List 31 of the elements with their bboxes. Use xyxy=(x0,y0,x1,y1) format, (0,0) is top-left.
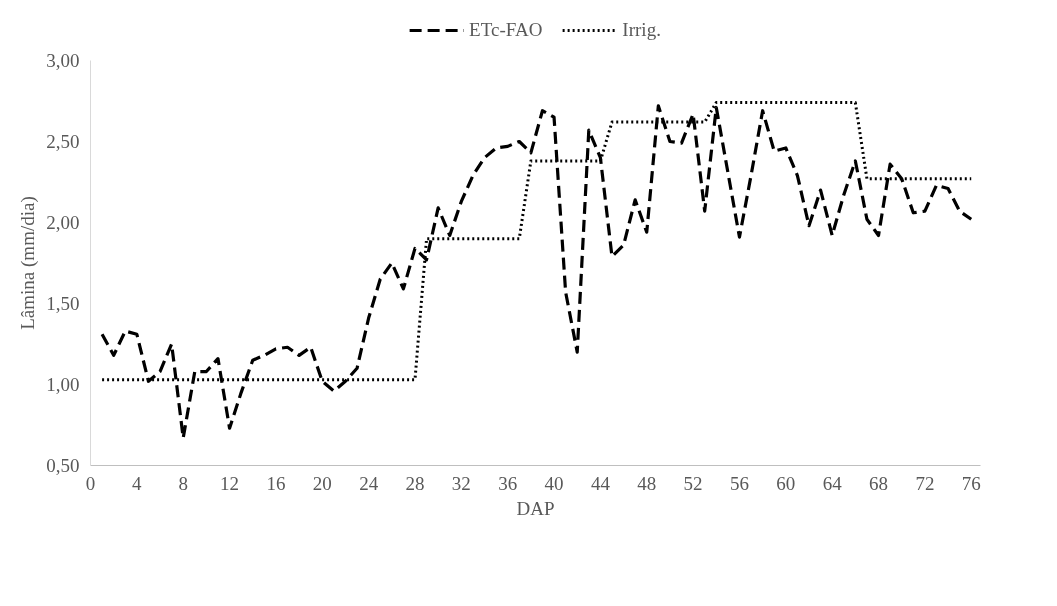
y-tick-label: 1,50 xyxy=(46,293,80,314)
x-tick-label: 24 xyxy=(359,472,379,494)
line-series xyxy=(100,104,973,440)
x-tick-label: 28 xyxy=(405,472,425,494)
x-tick-label: 44 xyxy=(590,472,611,494)
y-axis-title: Lâmina (mm/dia) xyxy=(17,196,40,330)
legend-label: ETc-FAO xyxy=(469,19,543,41)
x-tick-label: 68 xyxy=(869,472,889,494)
x-tick-label: 8 xyxy=(178,472,188,494)
y-tick-label: 2,50 xyxy=(46,131,80,152)
y-tick-label: 2,00 xyxy=(46,212,80,233)
x-tick-label: 60 xyxy=(776,472,796,494)
x-tick-label: 16 xyxy=(266,472,286,494)
x-tick-label: 56 xyxy=(729,472,749,494)
x-tick-label: 76 xyxy=(961,472,981,494)
y-tick-label: 1,00 xyxy=(46,374,80,395)
x-tick-label: 20 xyxy=(312,472,332,494)
x-tick-label: 4 xyxy=(132,472,143,494)
x-tick-label: 36 xyxy=(498,472,518,494)
x-axis-title: DAP xyxy=(516,497,555,519)
x-tick-label: 0 xyxy=(85,472,96,494)
x-tick-label: 64 xyxy=(822,472,843,494)
x-tick-label: 32 xyxy=(451,472,471,494)
x-tick-label: 72 xyxy=(915,472,935,494)
x-tick-label: 52 xyxy=(683,472,703,494)
x-tick-label: 48 xyxy=(637,472,657,494)
y-tick-label: 0,50 xyxy=(46,455,80,476)
x-tick-label: 12 xyxy=(220,472,240,494)
x-tick-label: 40 xyxy=(544,472,564,494)
y-tick-label: 3,00 xyxy=(46,50,80,71)
legend-label: Irrig. xyxy=(622,19,661,41)
